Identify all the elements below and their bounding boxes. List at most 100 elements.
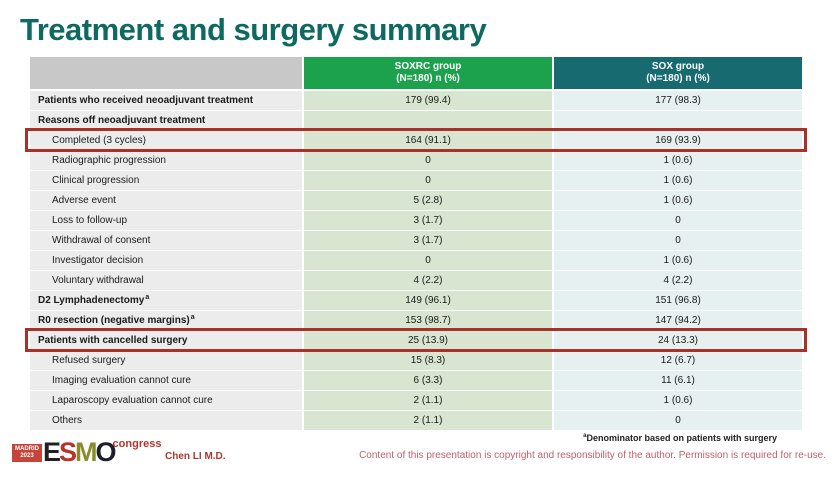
table-row: Patients with cancelled surgery 25 (13.9… <box>25 328 807 352</box>
soxrc-value-cell <box>304 111 552 130</box>
sox-value-cell: 177 (98.3) <box>554 91 802 110</box>
row-label-cell: Voluntary withdrawal <box>30 271 302 290</box>
table-header-row: SOXRC group (N=180) n (%) SOX group (N=1… <box>30 57 802 89</box>
sox-value-cell: 0 <box>554 211 802 230</box>
table-row: Radiographic progression 0 1 (0.6) <box>30 151 802 170</box>
esmo-wordmark: ESMO <box>43 437 117 467</box>
row-label: Completed (3 cycles) <box>52 135 146 146</box>
table-row: Patients who received neoadjuvant treatm… <box>30 91 802 110</box>
header-cell-rowlabels <box>30 57 302 89</box>
table-row: Laparoscopy evaluation cannot cure 2 (1.… <box>30 391 802 410</box>
table-row: Loss to follow-up 3 (1.7) 0 <box>30 211 802 230</box>
row-label: D2 Lymphadenectomya <box>38 293 150 306</box>
presenter-name: Chen LI M.D. <box>165 451 226 462</box>
row-label-cell: Withdrawal of consent <box>30 231 302 250</box>
table-row: Imaging evaluation cannot cure 6 (3.3) 1… <box>30 371 802 390</box>
table-body: Patients who received neoadjuvant treatm… <box>25 91 807 430</box>
sox-value-cell: 1 (0.6) <box>554 151 802 170</box>
soxrc-value-cell: 2 (1.1) <box>304 411 552 430</box>
soxrc-group-sublabel: (N=180) n (%) <box>396 73 460 84</box>
row-label-cell: Laparoscopy evaluation cannot cure <box>30 391 302 410</box>
row-label-cell: Imaging evaluation cannot cure <box>30 371 302 390</box>
table-row: Investigator decision 0 1 (0.6) <box>30 251 802 270</box>
soxrc-value-cell: 15 (8.3) <box>304 351 552 370</box>
row-label: Radiographic progression <box>52 155 166 166</box>
congress-label: congress <box>112 438 162 450</box>
soxrc-value-cell: 2 (1.1) <box>304 391 552 410</box>
row-label: Patients who received neoadjuvant treatm… <box>38 95 254 106</box>
row-label: Reasons off neoadjuvant treatment <box>38 115 206 126</box>
row-label: R0 resection (negative margins)a <box>38 313 195 326</box>
madrid-label: MADRID <box>15 446 39 452</box>
summary-table: SOXRC group (N=180) n (%) SOX group (N=1… <box>25 57 807 431</box>
sox-value-cell: 12 (6.7) <box>554 351 802 370</box>
sox-value-cell: 1 (0.6) <box>554 251 802 270</box>
madrid-2023-badge: MADRID 2023 <box>12 444 42 462</box>
soxrc-value-cell: 149 (96.1) <box>304 291 552 310</box>
page-title: Treatment and surgery summary <box>20 12 487 47</box>
row-label-cell: Patients who received neoadjuvant treatm… <box>30 91 302 110</box>
row-label: Loss to follow-up <box>52 215 128 226</box>
sox-group-sublabel: (N=180) n (%) <box>646 73 710 84</box>
sox-group-label: SOX group <box>651 61 705 72</box>
header-cell-soxrc-group: SOXRC group (N=180) n (%) <box>304 57 552 89</box>
table-footnote: aDenominator based on patients with surg… <box>583 433 777 443</box>
sox-value-cell: 1 (0.6) <box>554 171 802 190</box>
sox-value-cell: 1 (0.6) <box>554 391 802 410</box>
soxrc-value-cell: 153 (98.7) <box>304 311 552 330</box>
row-label-cell: Adverse event <box>30 191 302 210</box>
row-label-cell: Radiographic progression <box>30 151 302 170</box>
sox-value-cell: 0 <box>554 411 802 430</box>
table-row: Adverse event 5 (2.8) 1 (0.6) <box>30 191 802 210</box>
header-cell-sox-group: SOX group (N=180) n (%) <box>554 57 802 89</box>
table-row: Completed (3 cycles) 164 (91.1) 169 (93.… <box>25 128 807 152</box>
soxrc-value-cell: 6 (3.3) <box>304 371 552 390</box>
table-row: Reasons off neoadjuvant treatment <box>30 111 802 130</box>
soxrc-value-cell: 164 (91.1) <box>304 131 552 150</box>
footnote-marker: a <box>583 433 587 439</box>
row-label: Laparoscopy evaluation cannot cure <box>52 395 213 406</box>
row-label: Adverse event <box>52 195 116 206</box>
row-label: Withdrawal of consent <box>52 235 151 246</box>
sox-value-cell <box>554 111 802 130</box>
soxrc-value-cell: 4 (2.2) <box>304 271 552 290</box>
row-label-cell: D2 Lymphadenectomya <box>30 291 302 310</box>
table-row: R0 resection (negative margins)a 153 (98… <box>30 311 802 330</box>
row-label-cell: Reasons off neoadjuvant treatment <box>30 111 302 130</box>
soxrc-value-cell: 3 (1.7) <box>304 231 552 250</box>
table-row: Others 2 (1.1) 0 <box>30 411 802 430</box>
sox-value-cell: 0 <box>554 231 802 250</box>
year-label: 2023 <box>20 453 34 459</box>
sox-value-cell: 169 (93.9) <box>554 131 802 150</box>
row-label: Voluntary withdrawal <box>52 275 144 286</box>
row-label-cell: Others <box>30 411 302 430</box>
row-label: Patients with cancelled surgery <box>38 335 188 346</box>
soxrc-value-cell: 0 <box>304 151 552 170</box>
sox-value-cell: 147 (94.2) <box>554 311 802 330</box>
row-label-cell: Patients with cancelled surgery <box>30 331 302 350</box>
soxrc-group-label: SOXRC group <box>394 61 462 72</box>
soxrc-value-cell: 3 (1.7) <box>304 211 552 230</box>
soxrc-value-cell: 5 (2.8) <box>304 191 552 210</box>
sox-value-cell: 11 (6.1) <box>554 371 802 390</box>
row-label-cell: Investigator decision <box>30 251 302 270</box>
table-row: Voluntary withdrawal 4 (2.2) 4 (2.2) <box>30 271 802 290</box>
soxrc-value-cell: 25 (13.9) <box>304 331 552 350</box>
row-label: Refused surgery <box>52 355 126 366</box>
row-label-cell: Clinical progression <box>30 171 302 190</box>
table-row: Withdrawal of consent 3 (1.7) 0 <box>30 231 802 250</box>
sox-value-cell: 151 (96.8) <box>554 291 802 310</box>
row-label-cell: Loss to follow-up <box>30 211 302 230</box>
esmo-congress-logo: MADRID 2023 ESMO congress <box>12 438 161 466</box>
sox-value-cell: 24 (13.3) <box>554 331 802 350</box>
row-label: Imaging evaluation cannot cure <box>52 375 191 386</box>
row-label: Clinical progression <box>52 175 140 186</box>
row-label-cell: Completed (3 cycles) <box>30 131 302 150</box>
sox-value-cell: 1 (0.6) <box>554 191 802 210</box>
soxrc-value-cell: 0 <box>304 171 552 190</box>
footnote-text: Denominator based on patients with surge… <box>586 433 777 443</box>
table-row: Clinical progression 0 1 (0.6) <box>30 171 802 190</box>
soxrc-value-cell: 0 <box>304 251 552 270</box>
row-label-cell: R0 resection (negative margins)a <box>30 311 302 330</box>
